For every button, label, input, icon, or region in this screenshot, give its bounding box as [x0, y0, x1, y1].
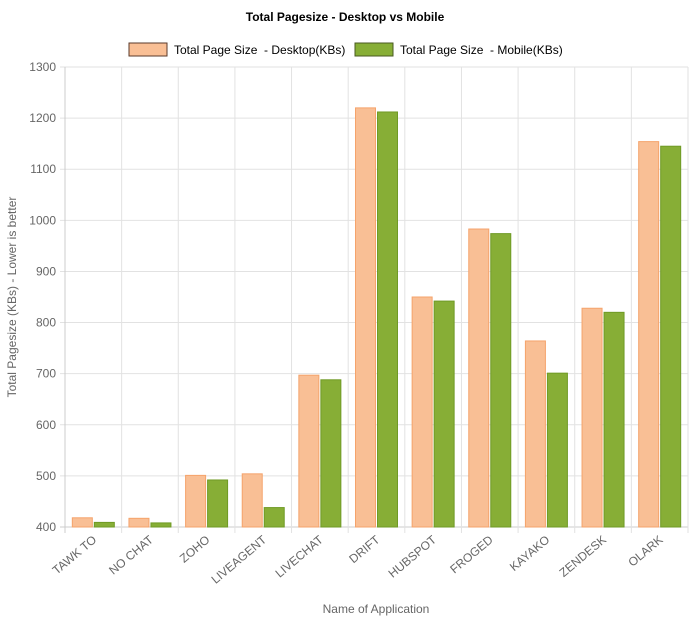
x-tick-label: OLARK [625, 533, 665, 570]
y-axis-ticks: 400 500 600 700 800 900 1000 1100 1200 1300 [29, 60, 56, 534]
bar-desktop[interactable] [581, 307, 603, 528]
bar-desktop[interactable] [185, 474, 207, 528]
x-tick-label: ZENDESK [557, 533, 609, 580]
legend-label[interactable]: Total Page Size - Mobile(KBs) [400, 43, 563, 57]
bar-mobile[interactable] [433, 300, 455, 528]
bar-desktop[interactable] [468, 228, 490, 528]
bar-desktop[interactable] [71, 517, 93, 528]
y-tick-label: 900 [36, 264, 56, 278]
y-tick-label: 1100 [30, 162, 56, 176]
bar-mobile[interactable] [320, 379, 342, 528]
bar-mobile[interactable] [207, 479, 229, 528]
legend-swatch[interactable] [354, 42, 394, 57]
x-tick-label: LIVEAGENT [209, 532, 270, 586]
x-tick-label: ZOHO [177, 533, 213, 566]
bar-mobile[interactable] [150, 522, 172, 528]
chart-title: Total Pagesize - Desktop vs Mobile [246, 10, 445, 24]
bar-mobile[interactable] [93, 521, 115, 528]
bar-mobile[interactable] [546, 372, 568, 528]
y-tick-label: 1200 [29, 111, 56, 125]
y-tick-label: 600 [36, 418, 56, 432]
bar-desktop[interactable] [241, 473, 263, 528]
y-tick-label: 500 [36, 469, 56, 483]
x-tick-label: DRIFT [346, 532, 383, 566]
bar-desktop[interactable] [638, 141, 660, 528]
bar-mobile[interactable] [660, 145, 682, 528]
x-tick-label: NO CHAT [106, 532, 156, 577]
x-axis-label: Name of Application [323, 602, 430, 616]
legend-swatch[interactable] [128, 42, 168, 57]
y-tick-label: 400 [36, 520, 56, 534]
bar-desktop[interactable] [411, 296, 433, 528]
y-axis-label: Total Pagesize (KBs) - Lower is better [5, 197, 19, 398]
bar-desktop[interactable] [355, 107, 376, 528]
x-tick-label: TAWK TO [50, 533, 100, 578]
x-tick-label: HUBSPOT [386, 532, 440, 580]
bar-desktop[interactable] [298, 374, 320, 528]
bar-mobile[interactable] [490, 233, 512, 528]
x-tick-label: KAYAKO [507, 533, 552, 574]
y-tick-label: 1000 [29, 213, 56, 227]
y-tick-label: 700 [36, 367, 56, 381]
y-tick-label: 800 [36, 316, 56, 330]
bars [71, 107, 682, 528]
bar-mobile[interactable] [377, 111, 398, 528]
x-tick-label: LIVECHAT [273, 532, 327, 580]
bar-desktop[interactable] [524, 340, 546, 528]
y-tick-label: 1300 [29, 60, 56, 74]
bar-mobile[interactable] [263, 507, 285, 528]
legend-label[interactable]: Total Page Size - Desktop(KBs) [174, 43, 345, 57]
bar-mobile[interactable] [603, 311, 625, 528]
x-tick-label: FROGED [447, 532, 496, 576]
legend[interactable]: Total Page Size - Desktop(KBs) Total Page… [128, 42, 563, 57]
bar-desktop[interactable] [128, 517, 150, 528]
